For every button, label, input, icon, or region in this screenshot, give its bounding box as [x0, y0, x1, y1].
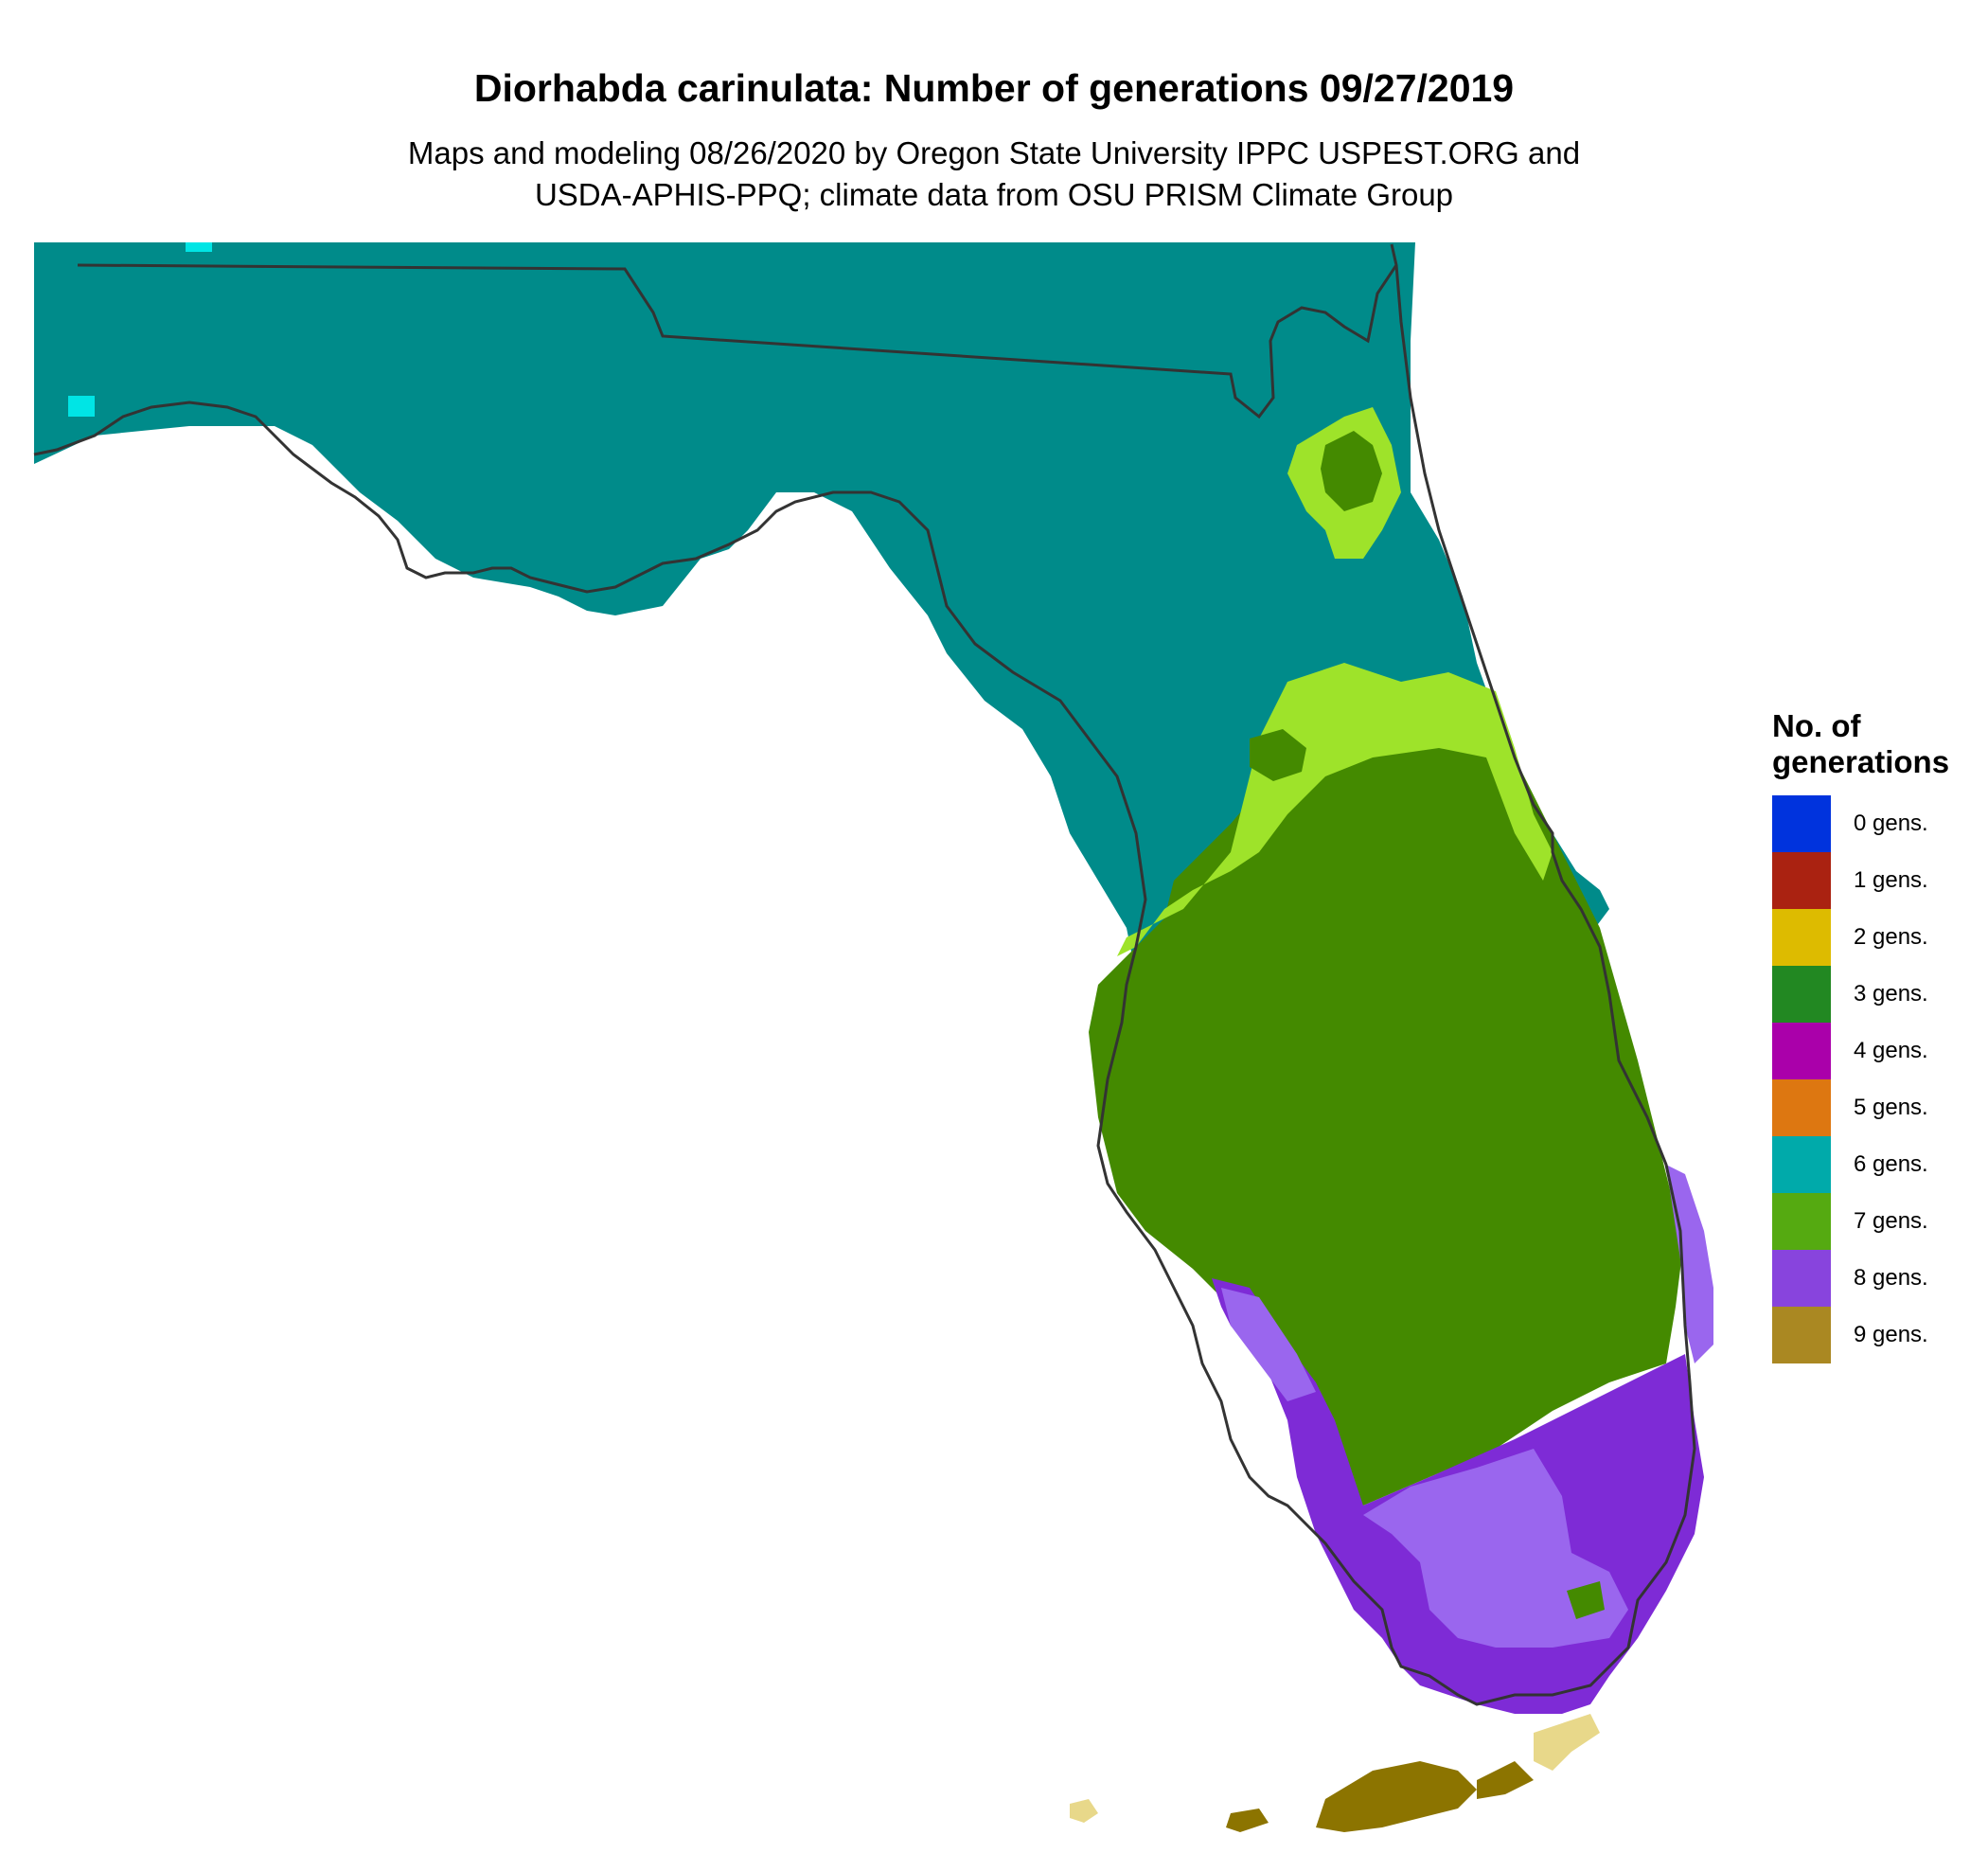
legend-label-1: 1 gens. [1854, 867, 1928, 893]
legend-row-2: 2 gens. [1772, 909, 1949, 966]
region-light-green-band [1117, 663, 1553, 956]
legend-title: No. of generations [1772, 708, 1949, 780]
legend-label-5: 5 gens. [1854, 1095, 1928, 1120]
legend-swatch-6 [1772, 1136, 1831, 1193]
legend-row-3: 3 gens. [1772, 966, 1949, 1023]
legend-row-4: 4 gens. [1772, 1023, 1949, 1079]
legend-label-6: 6 gens. [1854, 1151, 1928, 1177]
legend-row-5: 5 gens. [1772, 1079, 1949, 1136]
region-southwest-light-purple [1221, 1288, 1316, 1401]
legend-row-9: 9 gens. [1772, 1307, 1949, 1363]
legend-row-7: 7 gens. [1772, 1193, 1949, 1250]
map-title: Diorhabda carinulata: Number of generati… [473, 66, 1515, 110]
legend-title-line-2: generations [1772, 744, 1950, 779]
legend-row-6: 6 gens. [1772, 1136, 1949, 1193]
legend-label-7: 7 gens. [1854, 1208, 1928, 1234]
legend-label-0: 0 gens. [1854, 811, 1928, 836]
legend-row-1: 1 gens. [1772, 852, 1949, 909]
legend-title-line-1: No. of [1772, 708, 1861, 743]
legend-label-3: 3 gens. [1854, 981, 1928, 1007]
region-keys-olive-east [1477, 1761, 1534, 1799]
region-keys-dry-tortugas [1070, 1799, 1098, 1823]
legend-label-9: 9 gens. [1854, 1322, 1928, 1347]
legend-swatch-5 [1772, 1079, 1831, 1136]
region-keys-light [1534, 1714, 1600, 1771]
legend-swatch-7 [1772, 1193, 1831, 1250]
legend-row-8: 8 gens. [1772, 1250, 1949, 1307]
legend: No. of generations 0 gens. 1 gens. 2 gens.… [1772, 708, 1949, 1363]
legend-swatch-8 [1772, 1250, 1831, 1307]
subtitle-line-1: Maps and modeling 08/26/2020 by Oregon S… [407, 135, 1581, 170]
region-north-teal [34, 242, 1609, 1032]
legend-swatch-4 [1772, 1023, 1831, 1079]
legend-row-0: 0 gens. [1772, 795, 1949, 852]
legend-swatch-3 [1772, 966, 1831, 1023]
region-dark-green-spot [1250, 729, 1306, 781]
legend-label-4: 4 gens. [1854, 1038, 1928, 1063]
region-cyan-spot-1 [186, 242, 212, 252]
legend-swatch-9 [1772, 1307, 1831, 1363]
legend-label-8: 8 gens. [1854, 1265, 1928, 1291]
map-subtitle: Maps and modeling 08/26/2020 by Oregon S… [0, 133, 1988, 216]
subtitle-line-2: USDA-APHIS-PPQ; climate data from OSU PR… [534, 177, 1454, 212]
region-keys-olive-west [1226, 1809, 1269, 1832]
region-south-light-purple [1363, 1449, 1628, 1648]
state-boundary-line [33, 243, 1696, 1706]
legend-items: 0 gens. 1 gens. 2 gens. 3 gens. 4 gens. 5 gen… [1772, 795, 1949, 1363]
legend-label-2: 2 gens. [1854, 924, 1928, 950]
region-keys-olive [1316, 1761, 1477, 1832]
region-cyan-spot-2 [68, 396, 95, 417]
region-dark-green-northeast-core [1321, 431, 1382, 511]
legend-swatch-2 [1772, 909, 1831, 966]
legend-swatch-1 [1772, 852, 1831, 909]
region-south-dark-green-spot [1567, 1581, 1605, 1619]
legend-swatch-0 [1772, 795, 1831, 852]
